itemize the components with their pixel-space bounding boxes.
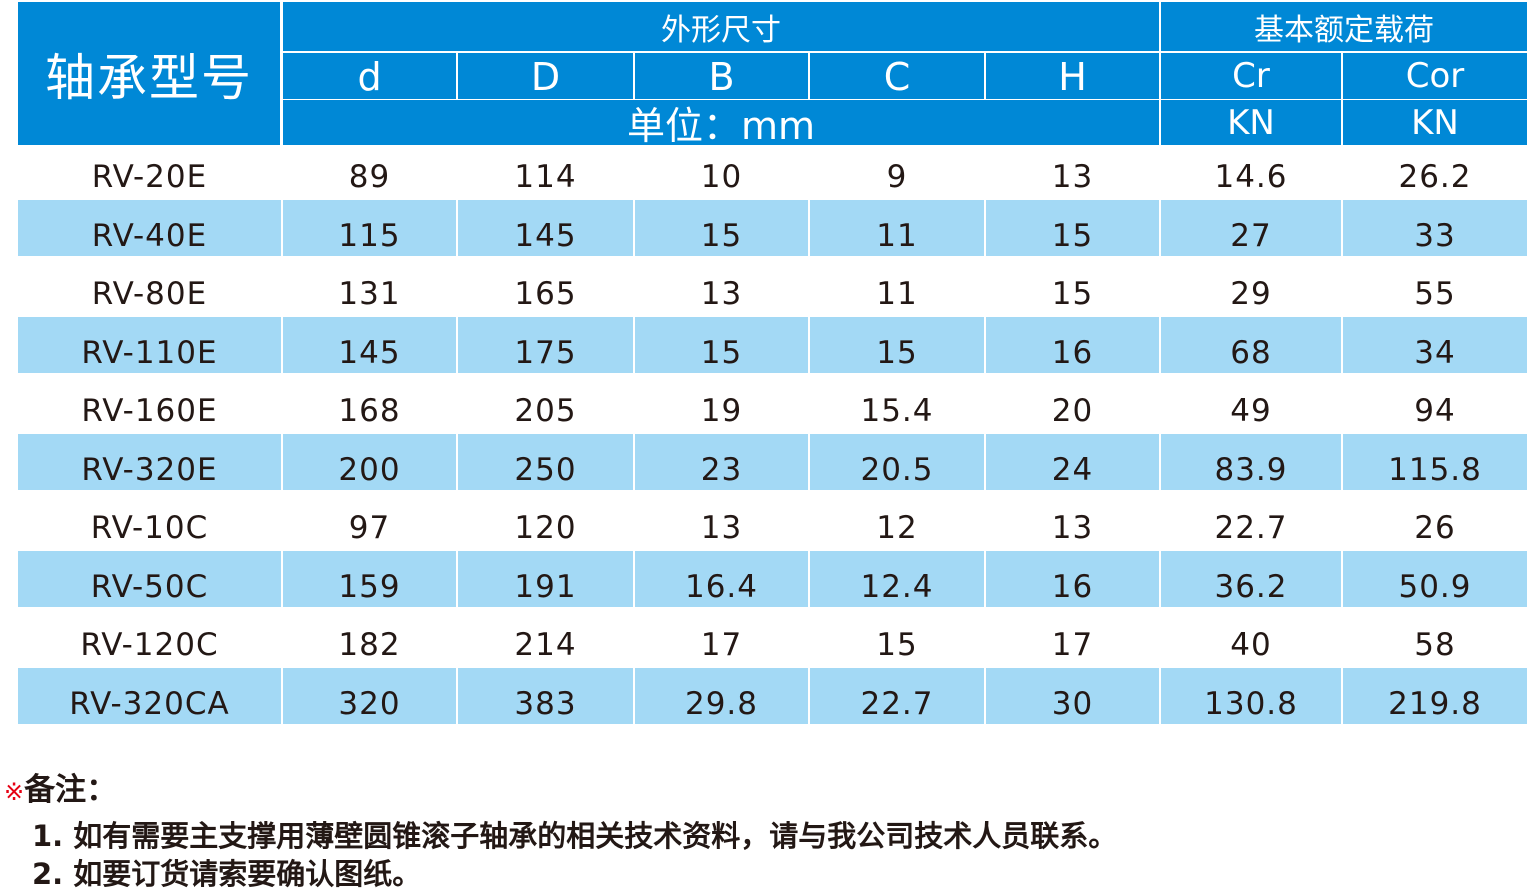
model-cell: RV-40E — [18, 199, 281, 256]
value-cell: 33 — [1343, 199, 1527, 256]
value-cell: 55 — [1414, 276, 1456, 312]
value-cell: 15 — [986, 199, 1159, 256]
value-cell: 16 — [986, 550, 1159, 607]
value-cell: 11 — [876, 276, 918, 312]
header-col-d: D — [458, 53, 633, 99]
value-cell: 115.8 — [1343, 433, 1527, 490]
value-cell: 27 — [1161, 199, 1341, 256]
value-cell: 12.4 — [810, 550, 984, 607]
value-cell: 219.8 — [1343, 667, 1527, 724]
value-cell: 50.9 — [1343, 550, 1527, 607]
value-cell: 214 — [514, 627, 577, 663]
notes-title-line: ※备注： — [4, 764, 117, 809]
header-unit-cr: KN — [1161, 100, 1341, 145]
header-col-c: C — [810, 53, 984, 99]
value-cell: 131 — [338, 276, 401, 312]
value-cell: 20.5 — [810, 433, 984, 490]
header-model: 轴承型号 — [18, 2, 280, 145]
model-cell: RV-20E — [91, 159, 208, 195]
value-cell: 13 — [700, 276, 743, 312]
header-unit-cor: KN — [1343, 100, 1527, 145]
value-cell: 14.6 — [1214, 159, 1288, 195]
value-cell: 30 — [986, 667, 1159, 724]
value-cell: 36.2 — [1161, 550, 1341, 607]
value-cell: 22.7 — [1214, 510, 1288, 546]
value-cell: 13 — [1051, 159, 1094, 195]
value-cell: 17 — [1051, 627, 1094, 663]
model-cell: RV-320CA — [18, 667, 281, 724]
value-cell: 23 — [635, 433, 808, 490]
note-item-2: 2. 如要订货请索要确认图纸。 — [32, 857, 422, 891]
value-cell: 159 — [283, 550, 456, 607]
value-cell: 29 — [1230, 276, 1272, 312]
value-cell: 16.4 — [635, 550, 808, 607]
value-cell: 26 — [1414, 510, 1456, 546]
value-cell: 58 — [1414, 627, 1456, 663]
value-cell: 26.2 — [1398, 159, 1472, 195]
value-cell: 20 — [1051, 393, 1094, 429]
value-cell: 17 — [700, 627, 743, 663]
value-cell: 24 — [986, 433, 1159, 490]
value-cell: 22.7 — [810, 667, 984, 724]
header-col-h: H — [986, 53, 1159, 99]
value-cell: 34 — [1343, 316, 1527, 373]
value-cell: 16 — [986, 316, 1159, 373]
value-cell: 13 — [1051, 510, 1094, 546]
header-col-b: B — [635, 53, 808, 99]
value-cell: 320 — [283, 667, 456, 724]
value-cell: 168 — [338, 393, 401, 429]
value-cell: 114 — [514, 159, 577, 195]
model-cell: RV-160E — [81, 393, 218, 429]
header-col-cr: Cr — [1161, 53, 1341, 99]
model-cell: RV-320E — [18, 433, 281, 490]
value-cell: 200 — [283, 433, 456, 490]
value-cell: 68 — [1161, 316, 1341, 373]
value-cell: 115 — [283, 199, 456, 256]
value-cell: 15 — [810, 316, 984, 373]
value-cell: 145 — [283, 316, 456, 373]
reference-mark-icon: ※ — [4, 778, 25, 806]
value-cell: 250 — [458, 433, 633, 490]
value-cell: 15 — [1051, 276, 1094, 312]
value-cell: 40 — [1230, 627, 1272, 663]
model-cell: RV-50C — [18, 550, 281, 607]
notes-title: 备注： — [24, 772, 118, 808]
value-cell: 11 — [810, 199, 984, 256]
value-cell: 19 — [700, 393, 743, 429]
value-cell: 15.4 — [860, 393, 934, 429]
value-cell: 29.8 — [635, 667, 808, 724]
value-cell: 83.9 — [1161, 433, 1341, 490]
model-cell: RV-120C — [80, 627, 219, 663]
value-cell: 383 — [458, 667, 633, 724]
note-item-1: 1. 如有需要主支撑用薄壁圆锥滚子轴承的相关技术资料，请与我公司技术人员联系。 — [32, 819, 1118, 853]
value-cell: 120 — [514, 510, 577, 546]
value-cell: 13 — [700, 510, 743, 546]
model-cell: RV-80E — [91, 276, 208, 312]
value-cell: 15 — [635, 316, 808, 373]
value-cell: 89 — [348, 159, 391, 195]
value-cell: 15 — [635, 199, 808, 256]
value-cell: 97 — [348, 510, 391, 546]
value-cell: 191 — [458, 550, 633, 607]
value-cell: 10 — [700, 159, 743, 195]
value-cell: 94 — [1414, 393, 1456, 429]
model-cell: RV-10C — [90, 510, 209, 546]
header-col-d: d — [283, 53, 456, 99]
value-cell: 205 — [514, 393, 577, 429]
value-cell: 12 — [876, 510, 918, 546]
value-cell: 175 — [458, 316, 633, 373]
model-cell: RV-110E — [18, 316, 281, 373]
value-cell: 182 — [338, 627, 401, 663]
header-unit: 单位：mm — [283, 100, 1159, 148]
value-cell: 165 — [514, 276, 577, 312]
value-cell: 130.8 — [1161, 667, 1341, 724]
value-cell: 15 — [876, 627, 918, 663]
value-cell: 9 — [886, 159, 908, 195]
header-dimensions: 外形尺寸 — [283, 2, 1159, 51]
value-cell: 49 — [1230, 393, 1272, 429]
header-load: 基本额定载荷 — [1161, 2, 1527, 51]
value-cell: 145 — [458, 199, 633, 256]
header-col-cor: Cor — [1343, 53, 1527, 99]
